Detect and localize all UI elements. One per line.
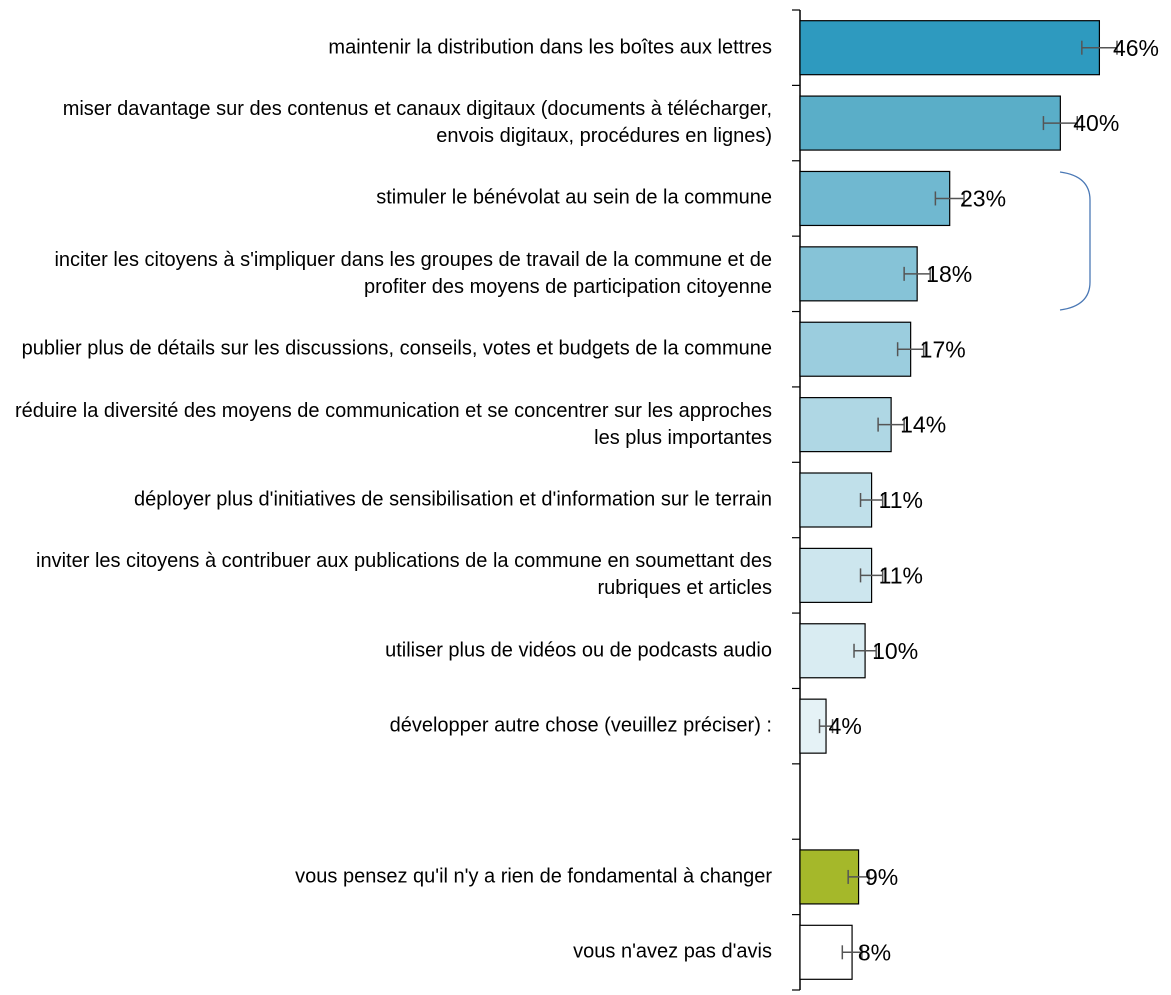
value-label: 11% [879, 562, 923, 588]
category-label: publier plus de détails sur les discussi… [21, 337, 772, 360]
bar [799, 20, 1101, 76]
bar [799, 170, 951, 227]
value-label: 4% [829, 713, 862, 739]
category-label: développer autre chose (veuillez précise… [389, 714, 772, 737]
value-label: 23% [960, 186, 1006, 212]
value-label: 11% [879, 487, 923, 513]
category-label: réduire la diversité des moyens de commu… [14, 399, 772, 449]
value-label: 8% [858, 939, 891, 965]
bar [799, 246, 918, 302]
category-label: inciter les citoyens à s'impliquer dans … [54, 248, 772, 298]
category-label: stimuler le bénévolat au sein de la comm… [376, 186, 772, 209]
category-label: vous n'avez pas d'avis [573, 940, 772, 963]
value-label: 46% [1113, 35, 1159, 61]
category-label: inviter les citoyens à contribuer aux pu… [36, 550, 772, 600]
value-label: 9% [865, 864, 898, 890]
category-label: vous pensez qu'il n'y a rien de fondamen… [295, 865, 772, 888]
value-label: 18% [926, 261, 972, 287]
bar [799, 95, 1061, 151]
category-label: miser davantage sur des contenus et cana… [62, 98, 772, 148]
value-label: 40% [1073, 110, 1119, 136]
value-label: 10% [872, 638, 918, 664]
category-label: maintenir la distribution dans les boîte… [328, 36, 772, 59]
bar [799, 397, 892, 453]
category-label: déployer plus d'initiatives de sensibili… [134, 488, 772, 511]
bar [799, 321, 912, 377]
category-label: utiliser plus de vidéos ou de podcasts a… [385, 639, 772, 662]
value-label: 17% [920, 336, 966, 362]
value-label: 14% [900, 412, 946, 438]
bar [799, 472, 873, 528]
bracket [1059, 171, 1091, 311]
